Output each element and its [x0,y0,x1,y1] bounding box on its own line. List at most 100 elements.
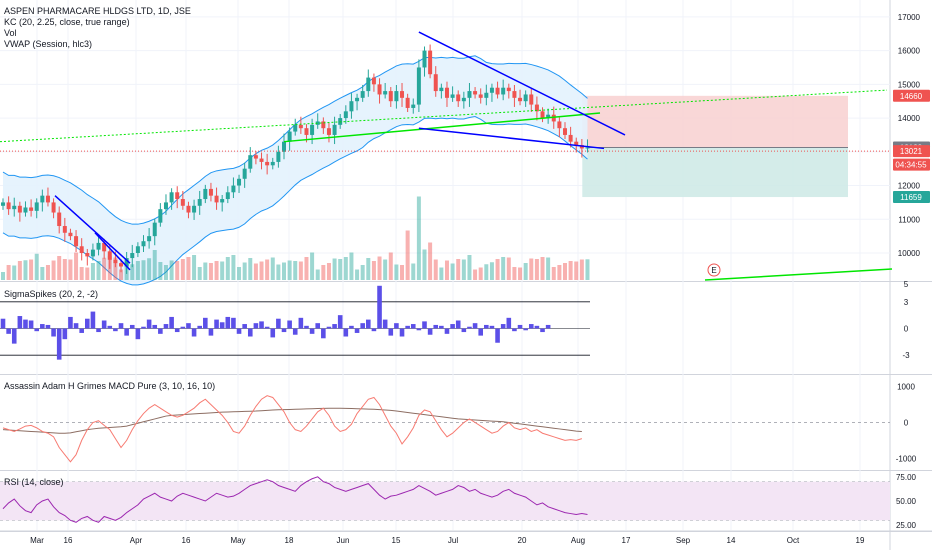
volume-bar [394,264,399,280]
candle-body [208,188,213,196]
candle-body [186,205,191,213]
price-tag-label: 13021 [900,147,923,156]
sigma-bar [146,319,152,329]
volume-bar [74,252,79,280]
candle-body [107,251,112,260]
candle-body [394,91,399,102]
price-tag-label: 04:34:55 [895,161,927,170]
candle-body [495,87,500,95]
volume-bar [12,265,17,280]
volume-bar [141,260,146,280]
rsi-axis-label: 50.00 [896,497,917,506]
sigma-bar [534,325,540,329]
sigma-bar [191,328,197,337]
legend-vol[interactable]: Vol [4,28,17,38]
sigma-bar [495,328,500,343]
sigma-bar [180,326,186,329]
sigma-bar [500,324,506,329]
macd-signal-line [2,407,582,434]
legend-symbol-title[interactable]: ASPEN PHARMACARE HLDGS LTD, 1D, JSE [4,6,191,16]
sigma-bar [292,328,298,335]
candle-body [220,199,225,203]
volume-bar [433,259,438,280]
macd-label[interactable]: Assassin Adam H Grimes MACD Pure (3, 10,… [4,381,216,391]
candle-body [411,104,416,108]
sigma-bar [56,328,62,360]
candle-body [563,128,567,135]
volume-bar [40,267,45,280]
candle-body [57,212,62,227]
sigma-bar [399,328,405,337]
sigma-bar [231,317,236,329]
price-axis-label: 11000 [898,215,920,224]
volume-bar [422,249,427,280]
earnings-event-label: E [711,266,716,275]
volume-bar [62,259,67,280]
volume-bar [529,258,534,280]
legend-kc[interactable]: KC (20, 2.25, close, true range) [4,17,130,27]
sigma-bar [349,325,354,329]
volume-bar [175,261,180,280]
rsi-label[interactable]: RSI (14, close) [4,477,64,487]
volume-bar [343,257,348,280]
volume-bar [135,261,140,280]
sigma-bar [540,328,545,333]
volume-bar [326,263,331,280]
candle-body [147,236,152,242]
volume-bar [506,257,511,280]
volume-bar [444,260,449,280]
falling-wedge-upper-line [418,31,626,136]
volume-bar [546,257,551,280]
time-axis-label: 15 [392,536,401,545]
sigma-bar [90,311,96,329]
price-axis-label: 15000 [898,80,921,89]
sigmaspikes-label[interactable]: SigmaSpikes (20, 2, -2) [4,289,99,299]
sigma-bar [366,319,371,329]
price-tag-label: 11659 [900,193,922,202]
candle-body [169,192,174,203]
sigma-bar [461,328,467,333]
price-axis-label: 14000 [898,114,921,123]
volume-bar [377,256,382,280]
sigma-bar [40,324,45,329]
candle-body [444,87,449,98]
volume-bar [405,230,410,280]
sigma-bar [0,318,6,329]
volume-bar [259,261,264,280]
candle-body [237,178,242,186]
candle-body [231,185,236,193]
rsi-axis-label: 25.00 [896,521,917,530]
volume-bar [57,256,62,280]
candle-body [68,232,73,237]
time-axis-label: Jun [337,536,350,545]
volume-bar [113,257,118,280]
keltner-channel-fill [3,55,588,285]
candle-body [242,168,247,179]
time-axis-label: 17 [622,536,631,545]
volume-bar [338,259,343,280]
candle-body [298,124,303,129]
candle-body [428,50,433,75]
volume-bar [315,269,320,280]
volume-bar [428,242,433,280]
volume-bar [551,267,556,280]
volume-bar [484,264,489,280]
volume-bar [34,253,39,280]
candle-body [270,161,275,166]
candle-body [248,155,253,169]
sigma-bar [326,326,332,329]
sigma-bar [174,328,180,333]
candle-body [90,249,95,257]
candle-body [225,192,230,200]
volume-bar [220,261,225,280]
sigma-bar [270,328,276,338]
candle-body [74,236,79,247]
volume-bar [557,265,562,280]
legend-vwap[interactable]: VWAP (Session, hlc3) [4,39,93,49]
candle-body [180,199,185,206]
candle-body [501,87,506,95]
candle-body [310,124,315,135]
sigma-bar [101,320,107,329]
candle-body [467,91,472,98]
